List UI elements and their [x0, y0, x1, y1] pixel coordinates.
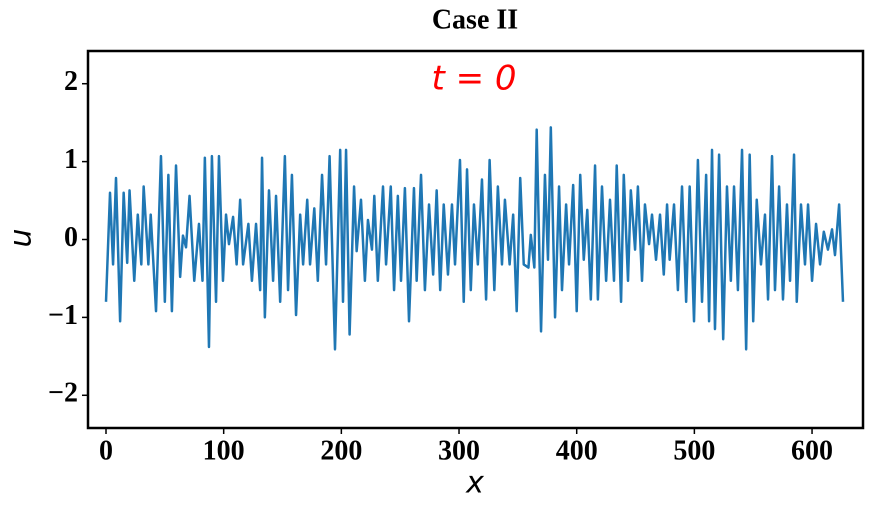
plot-frame [86, 49, 865, 430]
y-axis-label: u [4, 228, 39, 247]
y-tick-label: −2 [48, 378, 78, 409]
y-tick-label: −1 [48, 300, 78, 331]
y-tick-label: 0 [64, 222, 78, 253]
x-tick-label: 400 [556, 435, 598, 466]
annotation: t = 0 [431, 59, 516, 99]
y-tick-label: 1 [64, 144, 78, 175]
x-tick-label: 300 [438, 435, 480, 466]
x-tick-label: 0 [99, 435, 113, 466]
x-tick-label: 200 [320, 435, 362, 466]
x-tick-label: 500 [673, 435, 715, 466]
x-axis-label: x [465, 466, 484, 501]
chart-title: Case II [432, 4, 518, 35]
x-tick-label: 600 [791, 435, 833, 466]
y-tick-label: 2 [64, 66, 78, 97]
line-series [104, 126, 845, 351]
x-tick-label: 100 [203, 435, 245, 466]
